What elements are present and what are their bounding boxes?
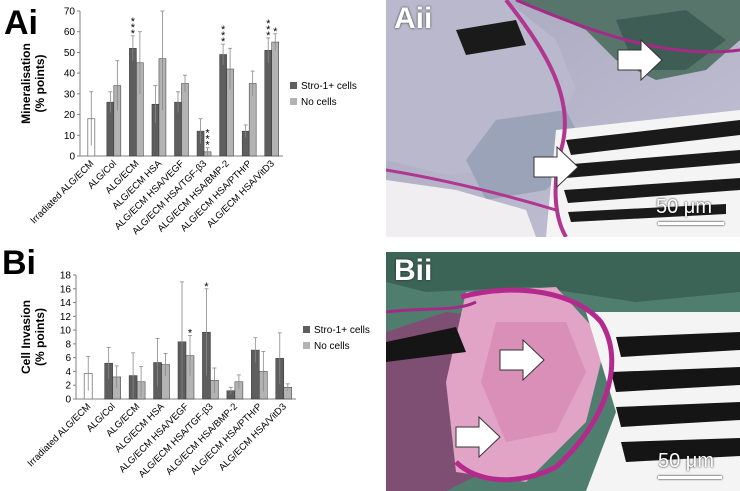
significance-marker: * [204,281,209,293]
panel-label-bi: Bi [2,244,36,282]
y-tick-label: 0 [69,152,75,163]
bar-stro [264,50,272,157]
legend-swatch [290,82,297,89]
legend-label: No cells [301,97,337,108]
significance-marker: * [221,24,226,36]
micrograph-aii-image [386,0,740,237]
micrograph-aii-label: Aii [394,2,433,35]
legend-swatch [303,326,310,333]
micrograph-aii: Aii 50 μm [386,0,740,237]
y-tick-label: 4 [65,367,71,378]
y-axis-title-line: (% points) [33,55,47,113]
y-axis-title-line: (% points) [33,308,47,366]
bar-stro [219,54,227,157]
significance-marker: * [205,128,210,140]
significance-marker: * [266,24,271,36]
legend-swatch [290,98,297,105]
bar-nocells [181,83,189,157]
y-axis-title: Mineralisation(% points) [19,43,47,124]
y-tick-label: 10 [60,326,72,337]
significance-marker: * [266,30,271,42]
x-category-label: Irradiated ALG/ECM [29,158,97,226]
significance-marker: * [188,328,193,340]
y-tick-label: 70 [64,7,76,18]
y-tick-label: 30 [64,89,76,100]
significance-marker: * [221,36,226,48]
scale-label-bii: 50 μm [658,450,714,472]
significance-marker: * [273,26,278,38]
significance-marker: * [205,140,210,152]
significance-marker: * [131,16,136,28]
y-tick-label: 6 [65,353,71,364]
y-tick-label: 16 [60,284,72,295]
bar-nocells [271,41,279,157]
cell-invasion-chart: 0 2 4 6 8 10 12 14 16 18 Cell Invasion(% points) Ir… [19,271,370,481]
x-category-label: Irradiated ALG/ECM [25,401,93,469]
legend-label: Stro-1+ cells [301,81,357,92]
y-tick-label: 14 [60,298,72,309]
mineralisation-chart: 0 10 20 30 40 50 60 70 Mineralisation(% points) I… [19,7,357,238]
scale-bar-bii [658,476,722,479]
bar-stro [129,48,137,157]
y-tick-label: 20 [64,110,76,121]
significance-marker: * [266,18,271,30]
scale-bar-aii [658,222,724,225]
y-tick-label: 2 [65,381,71,392]
scale-label-aii: 50 μm [656,196,712,218]
y-axis-title-line: Cell Invasion [19,300,33,374]
y-axis-title-line: Mineralisation [19,43,33,124]
legend-swatch [303,342,310,349]
micrograph-bii: Bii 50 μm [386,252,740,491]
y-tick-label: 18 [60,271,72,282]
y-tick-label: 0 [65,395,71,406]
micrograph-bii-label: Bii [394,254,433,287]
micrograph-bii-image [386,252,740,491]
significance-marker: * [221,30,226,42]
y-tick-label: 40 [64,69,76,80]
significance-marker: * [131,28,136,40]
y-tick-label: 50 [64,48,76,59]
y-tick-label: 10 [64,131,76,142]
panel-label-ai: Ai [4,4,38,42]
y-tick-label: 60 [64,27,76,38]
y-tick-label: 12 [60,312,72,323]
legend-label: Stro-1+ cells [314,325,370,336]
y-axis-title: Cell Invasion(% points) [19,300,47,374]
significance-marker: * [131,22,136,34]
significance-marker: * [205,134,210,146]
y-tick-label: 8 [65,339,71,350]
legend-label: No cells [314,341,350,352]
